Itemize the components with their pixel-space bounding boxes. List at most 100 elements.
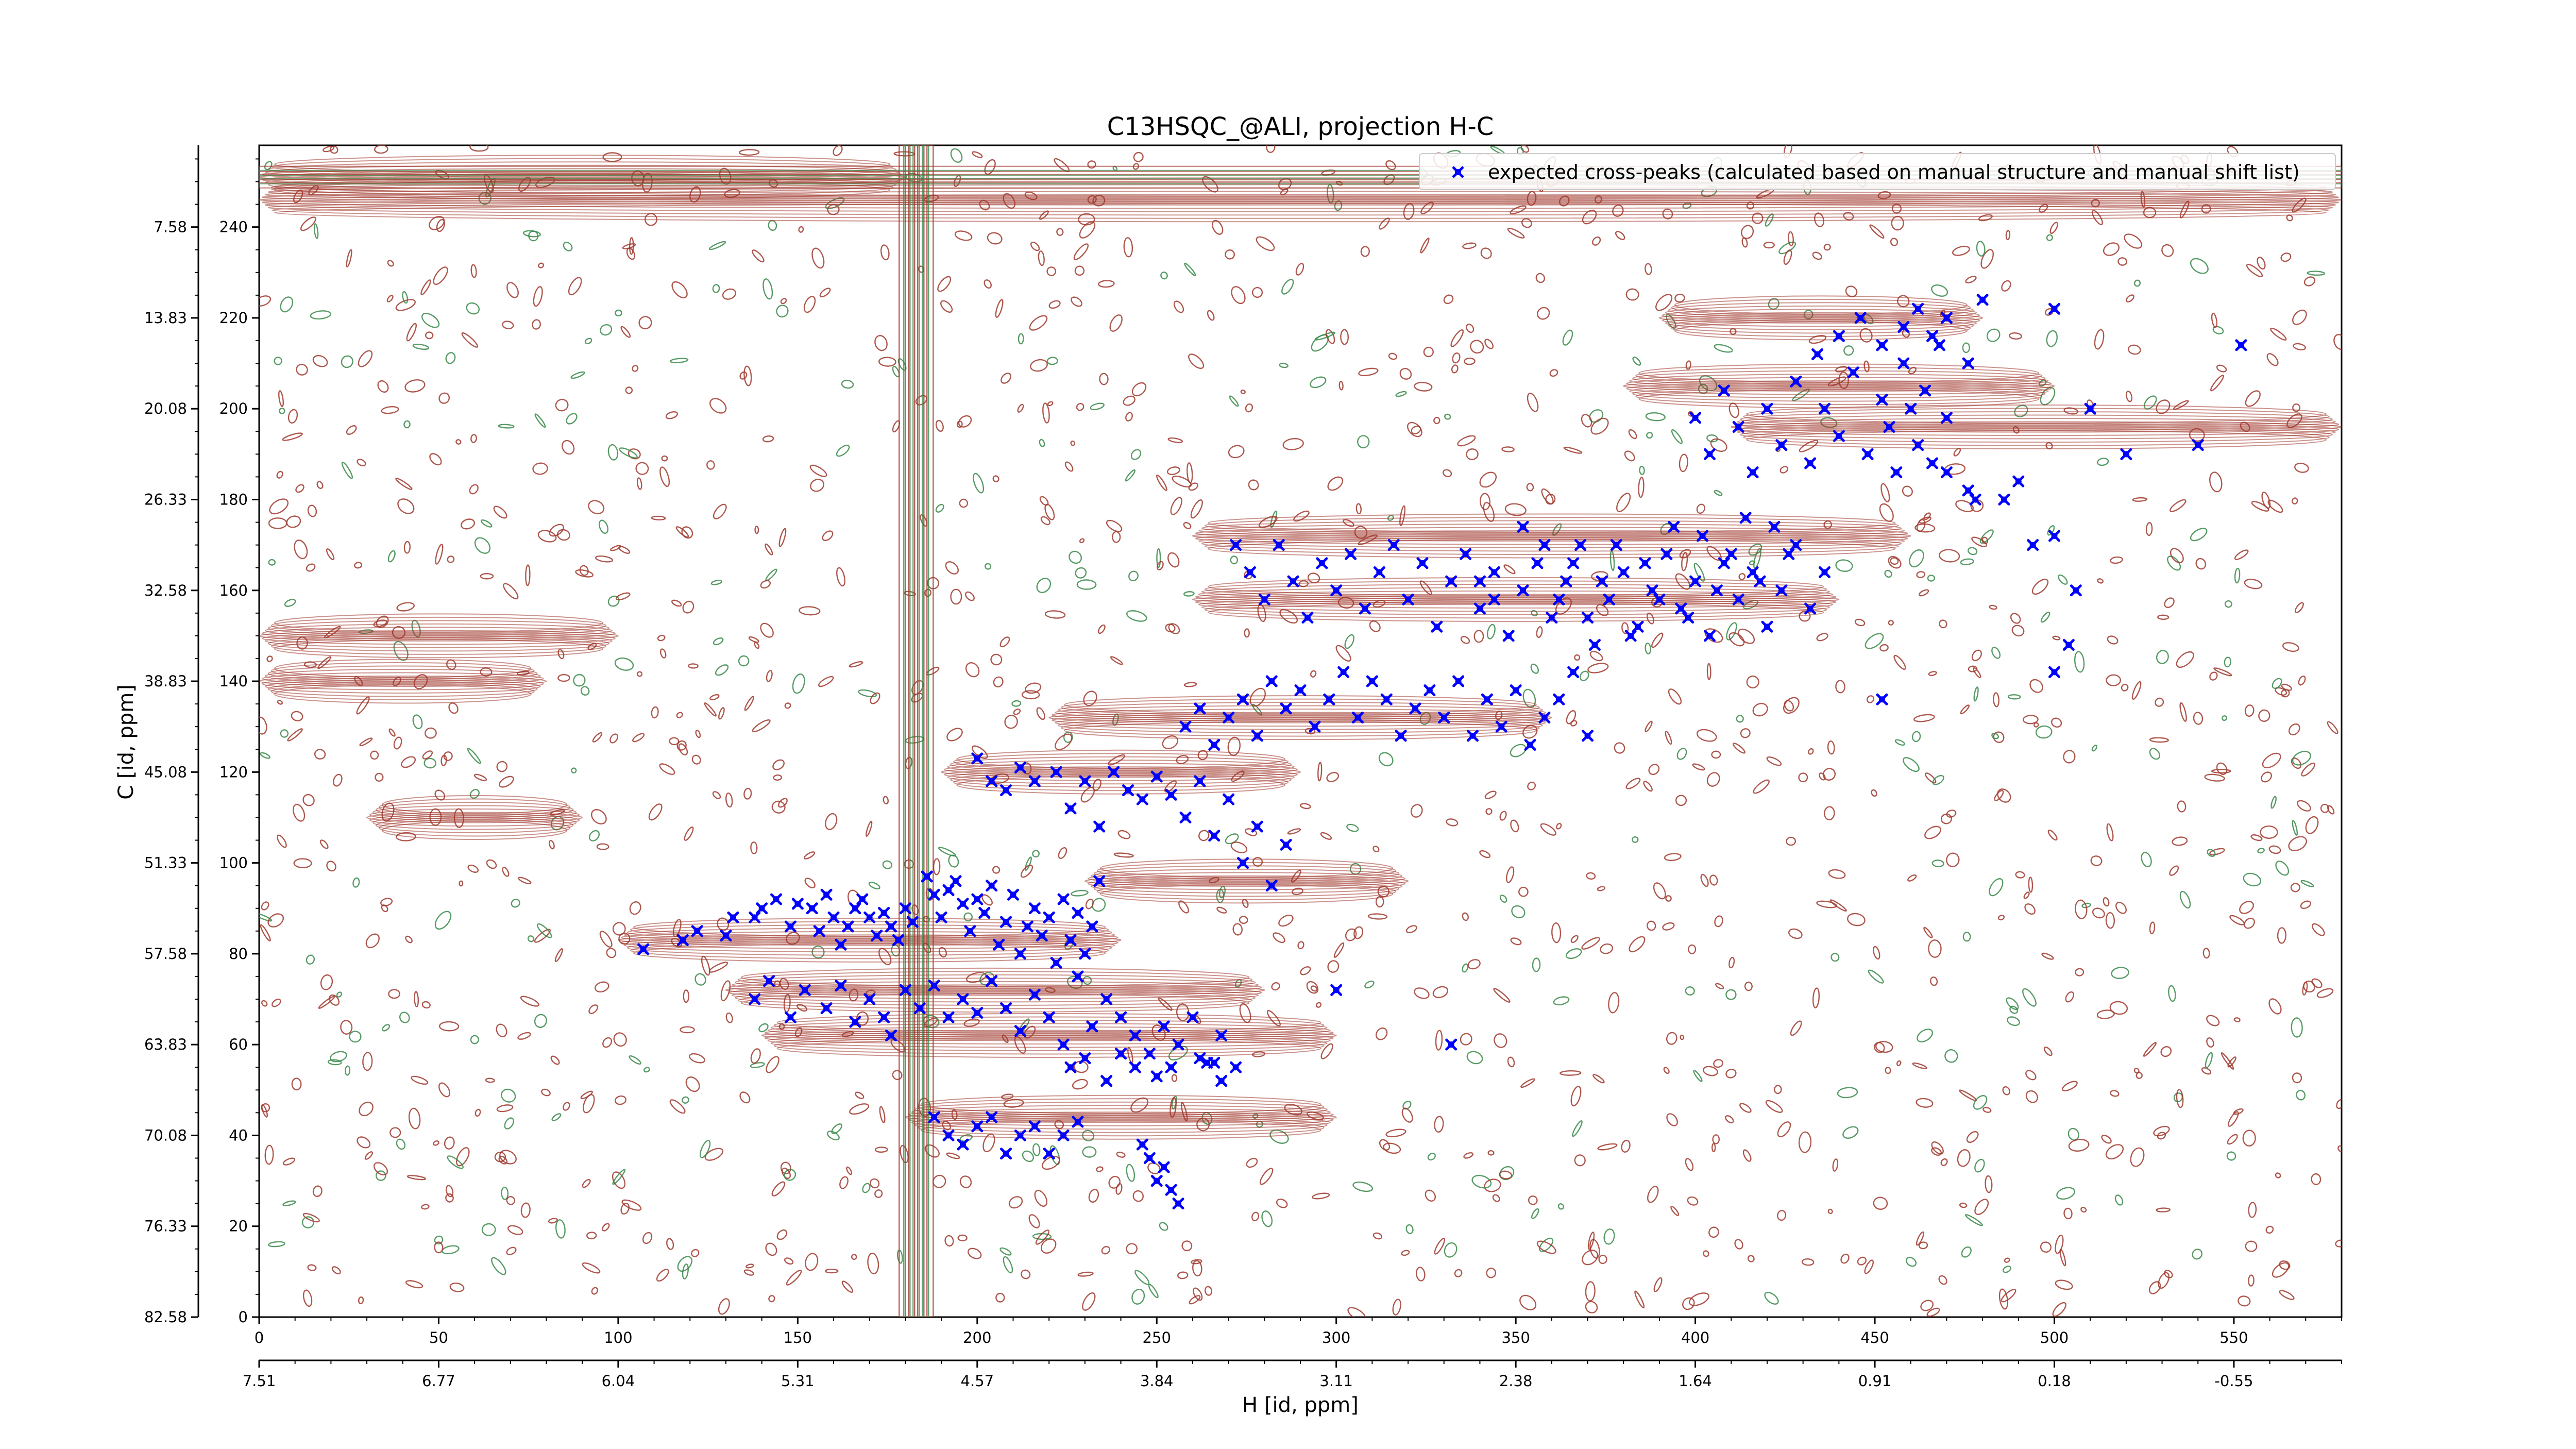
noise-contour-negative [841,379,854,389]
noise-contour-positive [445,1193,454,1203]
noise-contour-positive [1923,926,1933,939]
noise-contour-positive [657,634,666,642]
noise-contour-positive [1790,1020,1802,1036]
cross-peak-marker [1976,294,1989,306]
noise-contour-positive [2251,501,2269,512]
noise-contour-positive [606,948,617,958]
noise-contour-positive [1938,1275,1947,1285]
noise-contour-positive [665,411,678,419]
noise-contour-positive [671,281,688,298]
noise-contour-positive [1616,493,1631,512]
noise-contour-negative [551,1113,562,1121]
noise-contour-positive [2164,1270,2173,1278]
noise-contour-negative [1835,559,1853,572]
noise-contour-positive [1541,488,1554,505]
noise-contour-positive [2052,635,2061,641]
noise-contour-positive [2268,998,2282,1015]
cross-peak-marker [1517,520,1529,533]
noise-contour-positive [1183,682,1197,687]
band-contour [265,633,613,648]
noise-contour-negative [1352,1181,1374,1192]
noise-contour-positive [1130,1097,1149,1113]
noise-contour-negative [1003,1256,1013,1274]
noise-contour-positive [1518,886,1529,897]
cross-peak-marker [1624,630,1637,642]
noise-contour-positive [748,636,759,643]
noise-contour-positive [1385,160,1396,171]
band-contour [1093,881,1400,897]
noise-contour-positive [1046,266,1057,276]
noise-contour-positive [780,298,787,305]
noise-contour-positive [620,1203,630,1215]
noise-contour-positive [1443,469,1452,478]
noise-contour-positive [459,880,464,887]
cross-peak-marker [1057,1129,1070,1141]
cross-peak-marker [1230,1061,1242,1073]
noise-contour-negative [2003,1266,2011,1273]
noise-contour-positive [2015,871,2025,879]
noise-contour-positive [824,1268,839,1274]
noise-contour-negative [1270,510,1277,528]
noise-contour-negative [1128,570,1139,582]
noise-contour-positive [1212,220,1224,235]
noise-contour-positive [1479,471,1497,488]
noise-contour-positive [2145,522,2153,536]
noise-contour-positive [2110,1090,2120,1097]
x-tick-label: 150 [784,1329,812,1346]
band-contour [630,941,1109,959]
cross-peak-marker [1883,420,1895,433]
noise-contour-positive [1587,1232,1595,1250]
noise-contour-positive [883,796,889,805]
noise-contour-positive [1740,728,1751,738]
noise-contour-negative [2040,611,2050,623]
noise-contour-negative [421,312,440,328]
noise-contour-positive [1702,1066,1718,1076]
noise-contour-negative [1927,575,1936,582]
noise-contour-positive [1244,628,1250,638]
noise-contour-positive [1064,461,1074,472]
noise-contour-positive [1696,729,1717,742]
noise-contour-negative [713,637,724,646]
noise-contour-positive [1326,772,1340,782]
noise-contour-positive [822,530,834,542]
noise-contour-positive [1108,1175,1121,1189]
noise-contour-positive [1273,932,1285,943]
noise-contour-positive [849,1103,870,1115]
noise-contour-positive [517,1032,531,1040]
noise-contour-positive [1300,966,1311,975]
noise-contour-positive [1385,1128,1406,1138]
noise-contour-negative [1714,490,1723,496]
noise-contour-positive [1912,1062,1928,1069]
x-ppm-tick-label: 6.04 [602,1372,635,1390]
noise-contour-positive [1355,503,1362,515]
noise-contour-negative [1471,1174,1492,1189]
cross-peak-marker [1646,584,1658,597]
cross-peak-marker [1050,766,1062,778]
noise-contour-positive [1916,1098,1934,1108]
noise-contour-positive [1040,516,1050,526]
noise-contour-positive [1592,1074,1605,1084]
noise-contour-positive [1600,943,1614,954]
noise-contour-positive [1106,519,1123,532]
noise-contour-positive [1715,983,1724,989]
cross-peak-marker [1028,775,1041,787]
noise-contour-positive [1864,1259,1874,1274]
noise-contour-negative [1749,560,1755,566]
noise-contour-positive [1737,628,1755,644]
noise-contour-negative [1903,757,1920,772]
cross-peak-marker [2048,530,2060,542]
cross-peak-marker [1582,612,1594,624]
noise-contour-positive [1997,788,2011,803]
noise-contour-negative [868,881,880,890]
band-contour [1665,315,1977,330]
cross-peak-marker [1223,712,1235,724]
noise-contour-positive [1434,1116,1444,1133]
noise-contour-positive [1132,1190,1144,1202]
noise-contour-positive [1798,772,1808,783]
band-contour [369,814,580,827]
cross-peak-marker [835,938,847,951]
noise-contour-positive [743,787,752,800]
noise-contour-positive [1414,381,1433,392]
noise-contour-negative [600,324,613,336]
noise-contour-positive [329,994,340,1006]
